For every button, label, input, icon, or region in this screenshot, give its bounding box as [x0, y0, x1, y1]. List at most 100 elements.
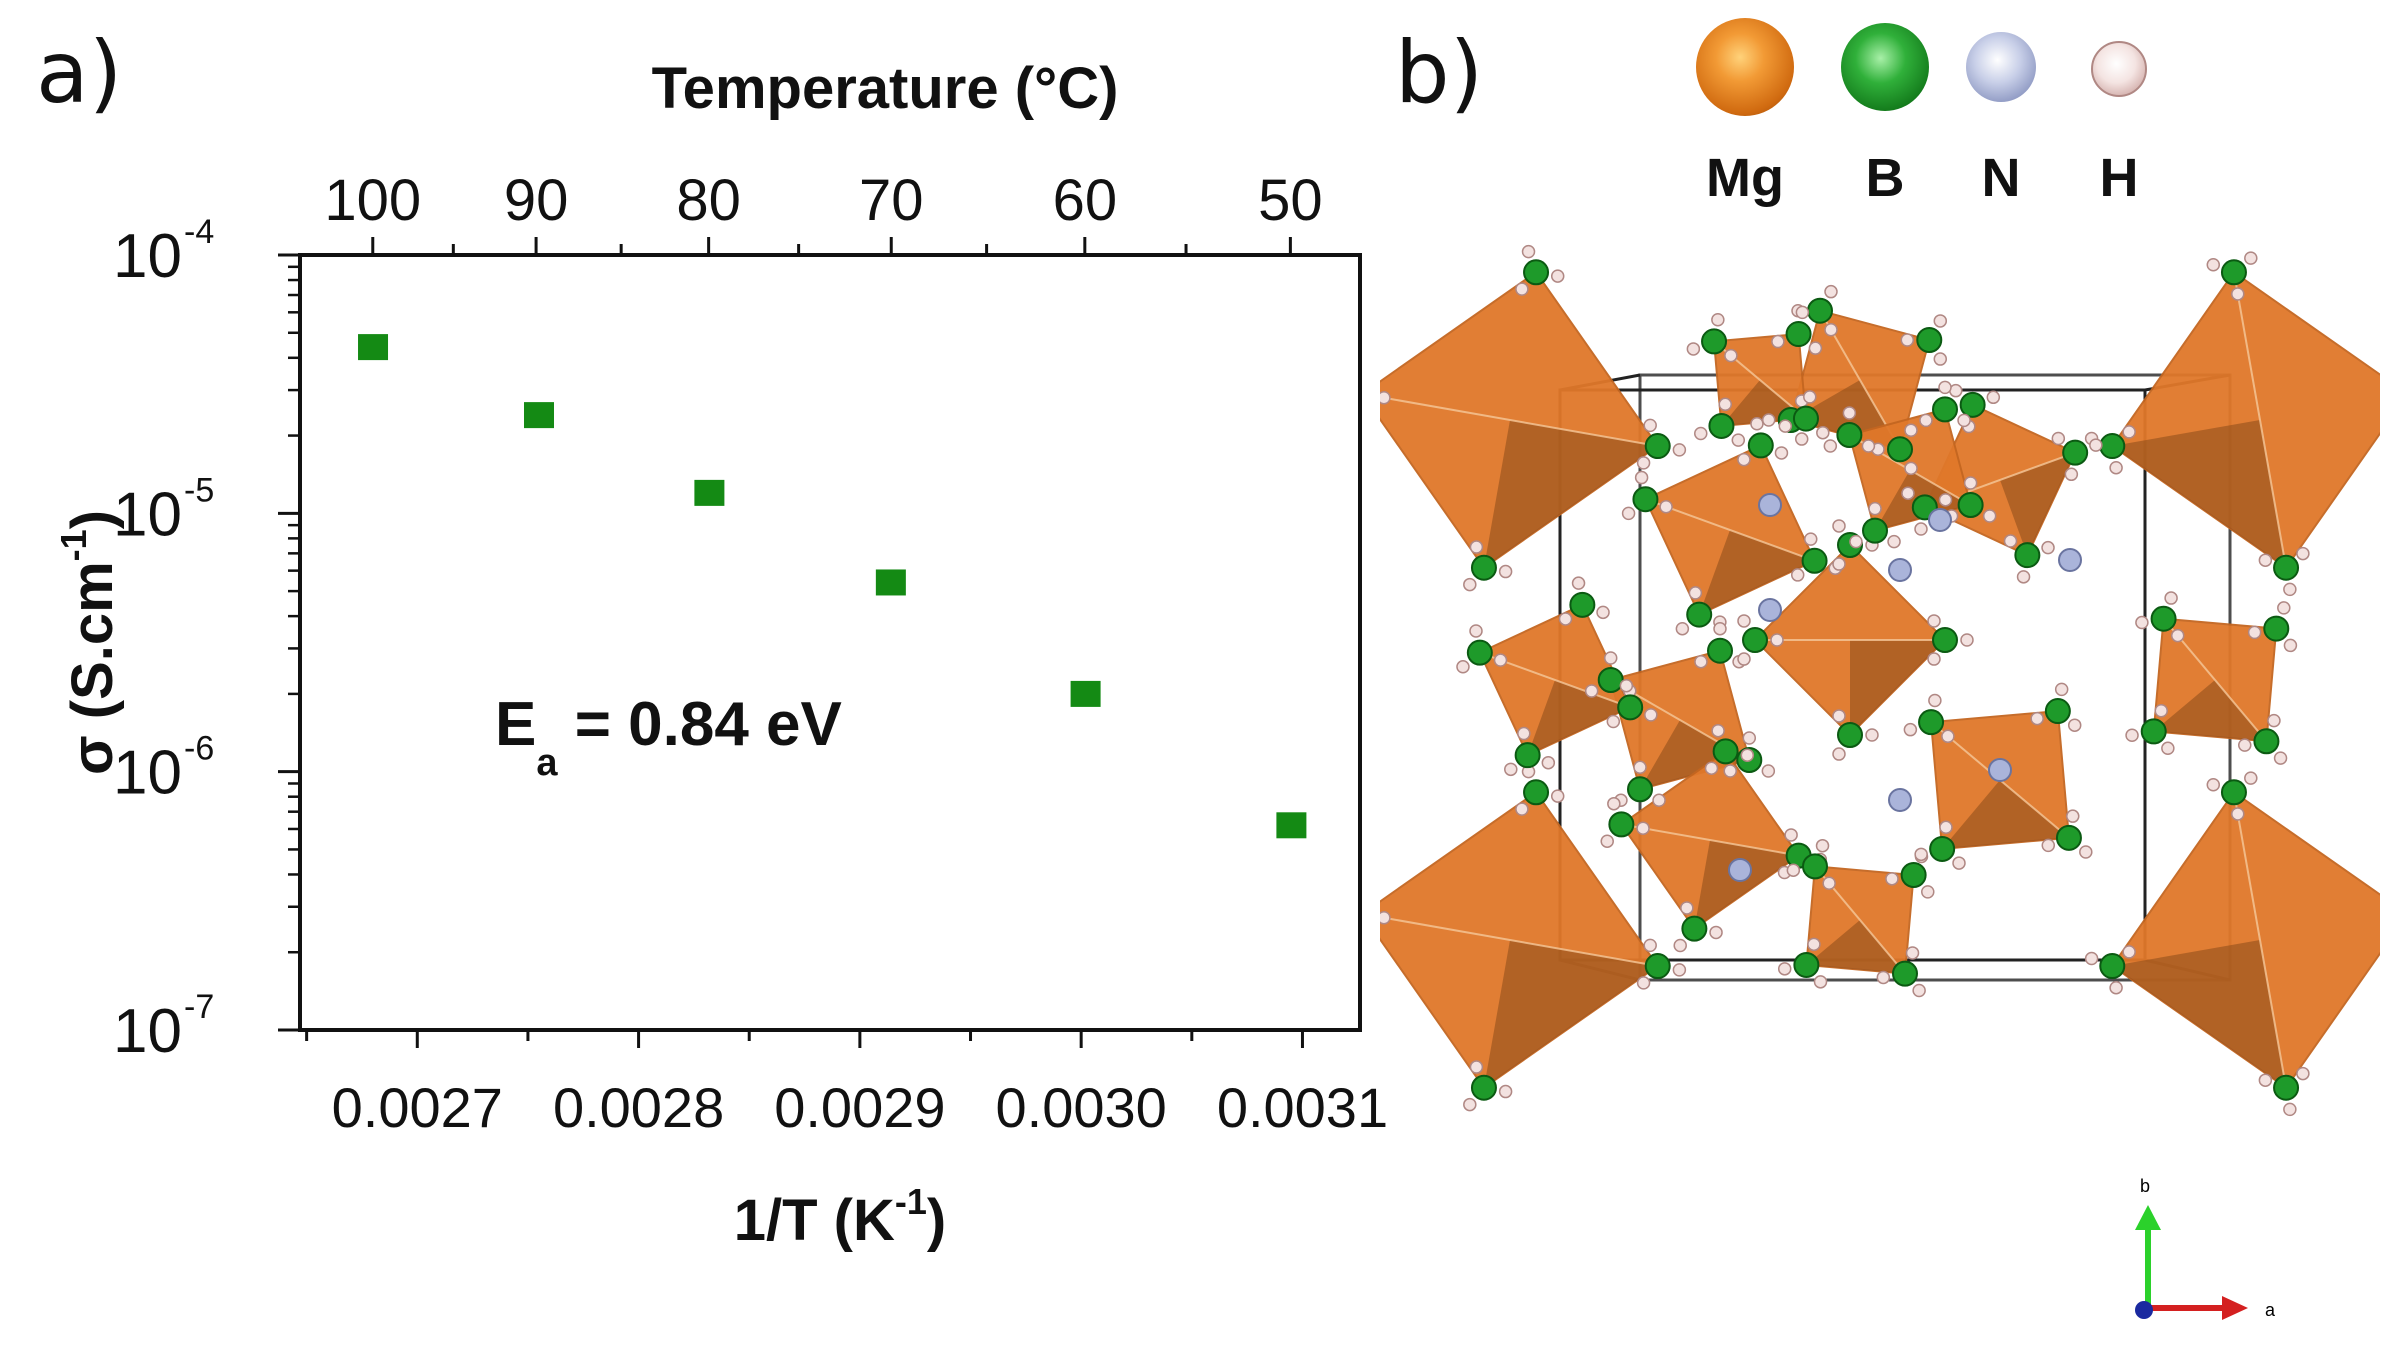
hydrogen-atom	[1694, 426, 1708, 441]
boron-atom	[2273, 1074, 2300, 1101]
boron-atom	[1957, 492, 1984, 518]
hydrogen-atom	[1960, 633, 1974, 647]
hydrogen-atom	[1887, 534, 1901, 549]
hydrogen-atom	[1804, 532, 1818, 546]
hydrogen-atom	[1823, 439, 1838, 453]
hydrogen-atom	[2154, 703, 2168, 718]
hydrogen-atom	[1731, 433, 1746, 447]
hydrogen-atom	[2109, 460, 2123, 475]
y-tick-label: 10	[113, 739, 182, 808]
hydrogen-atom	[1596, 605, 1610, 620]
hydrogen-atom	[1941, 729, 1955, 744]
hydrogen-atom	[1380, 911, 1391, 925]
hydrogen-atom	[1927, 614, 1941, 628]
hydrogen-atom	[2296, 1066, 2310, 1081]
hydrogen-atom	[1849, 534, 1863, 549]
data-point	[694, 479, 725, 506]
boron-atom	[1708, 412, 1735, 439]
hydrogen-atom	[2079, 845, 2093, 859]
hydrogen-atom	[2277, 601, 2291, 615]
hydrogen-atom	[2041, 838, 2056, 853]
hydrogen-atom	[1904, 423, 1918, 437]
hydrogen-atom	[1606, 714, 1621, 729]
top-tick-label: 60	[1053, 168, 1118, 233]
top-axis-label: Temperature (°C)	[652, 56, 1119, 121]
polyhedron-edge	[1380, 396, 1658, 448]
data-point	[875, 569, 906, 596]
hydrogen-atom	[1643, 938, 1657, 953]
hydrogen-atom	[1603, 651, 1618, 665]
y-tick-label: 10	[113, 480, 182, 549]
hydrogen-atom	[1619, 678, 1634, 693]
hydrogen-atom	[1672, 963, 1687, 977]
hydrogen-atom	[2170, 628, 2185, 643]
y-tick-exponent: -4	[184, 213, 214, 251]
hydrogen-atom	[1571, 576, 1586, 590]
hydrogen-atom	[2283, 1102, 2297, 1117]
boron-atom	[1918, 709, 1945, 736]
hydrogen-atom	[1380, 391, 1391, 405]
boron-atom	[1470, 554, 1497, 581]
hydrogen-atom	[1469, 540, 1484, 554]
boron-atom	[1916, 327, 1943, 353]
hydrogen-atom	[1790, 568, 1805, 582]
hydrogen-atom	[1861, 439, 1876, 453]
plot-frame	[298, 253, 1362, 1032]
hydrogen-atom	[1686, 342, 1701, 356]
hydrogen-atom	[1832, 709, 1846, 723]
hydrogen-atom	[1740, 748, 1755, 762]
boron-atom	[2273, 554, 2300, 581]
legend-label-h: H	[2099, 148, 2139, 208]
axis-b-label: b	[2140, 1176, 2150, 1196]
hydrogen-atom	[1938, 380, 1952, 395]
polyhedra-group	[1380, 270, 2380, 1090]
hydrogen-atom	[2296, 546, 2310, 561]
x-tick-label: 0.0027	[332, 1076, 503, 1139]
hydrogen-atom	[2030, 711, 2044, 726]
hydrogen-atom	[1621, 506, 1636, 521]
hydrogen-atom	[1636, 821, 1650, 835]
boron-atom	[1644, 953, 1671, 980]
boron-atom	[2150, 605, 2177, 632]
legend-item-h: H	[2064, 18, 2174, 209]
n-atom-icon	[1966, 32, 2036, 102]
hydrogen-atom	[1643, 418, 1657, 433]
polyhedron-edge	[1645, 498, 1815, 562]
polyhedron-shade	[1483, 420, 1658, 568]
top-tick-label: 70	[859, 168, 924, 233]
hydrogen-atom	[1807, 937, 1821, 952]
hydrogen-atom	[1673, 938, 1687, 953]
hydrogen-atom	[1921, 885, 1935, 899]
hydrogen-atom	[1517, 726, 1531, 741]
boron-atom	[1792, 405, 1819, 432]
hydrogen-atom	[1927, 652, 1941, 666]
hydrogen-atom	[1584, 684, 1599, 698]
nitrogen-atom	[1728, 858, 1752, 882]
legend-item-b: B	[1830, 18, 1940, 209]
hydrogen-atom	[2161, 741, 2175, 756]
hydrogen-atom	[2122, 425, 2136, 439]
data-point	[358, 334, 389, 361]
data-point	[1276, 812, 1307, 839]
hydrogen-atom	[1900, 333, 1915, 347]
hydrogen-atom	[1541, 755, 1556, 770]
hydrogen-atom	[1600, 834, 1614, 848]
hydrogen-atom	[1939, 820, 1953, 835]
hydrogen-atom	[1704, 761, 1719, 775]
hydrogen-atom	[1901, 486, 1915, 500]
top-tick-label: 100	[324, 168, 421, 233]
hydrogen-atom	[1933, 314, 1948, 328]
boron-atom	[1617, 694, 1644, 721]
panel-b-label: b)	[1395, 23, 1484, 123]
hydrogen-atom	[2231, 287, 2245, 301]
hydrogen-atom	[2003, 534, 2018, 548]
hydrogen-atom	[1680, 901, 1694, 915]
hydrogen-atom	[2066, 809, 2080, 823]
boron-atom	[1523, 779, 1550, 806]
boron-atom	[1681, 915, 1708, 942]
hydrogen-atom	[1761, 413, 1776, 427]
hydrogen-atom	[1938, 493, 1953, 507]
hydrogen-atom	[1963, 476, 1978, 490]
boron-atom	[1707, 637, 1733, 664]
